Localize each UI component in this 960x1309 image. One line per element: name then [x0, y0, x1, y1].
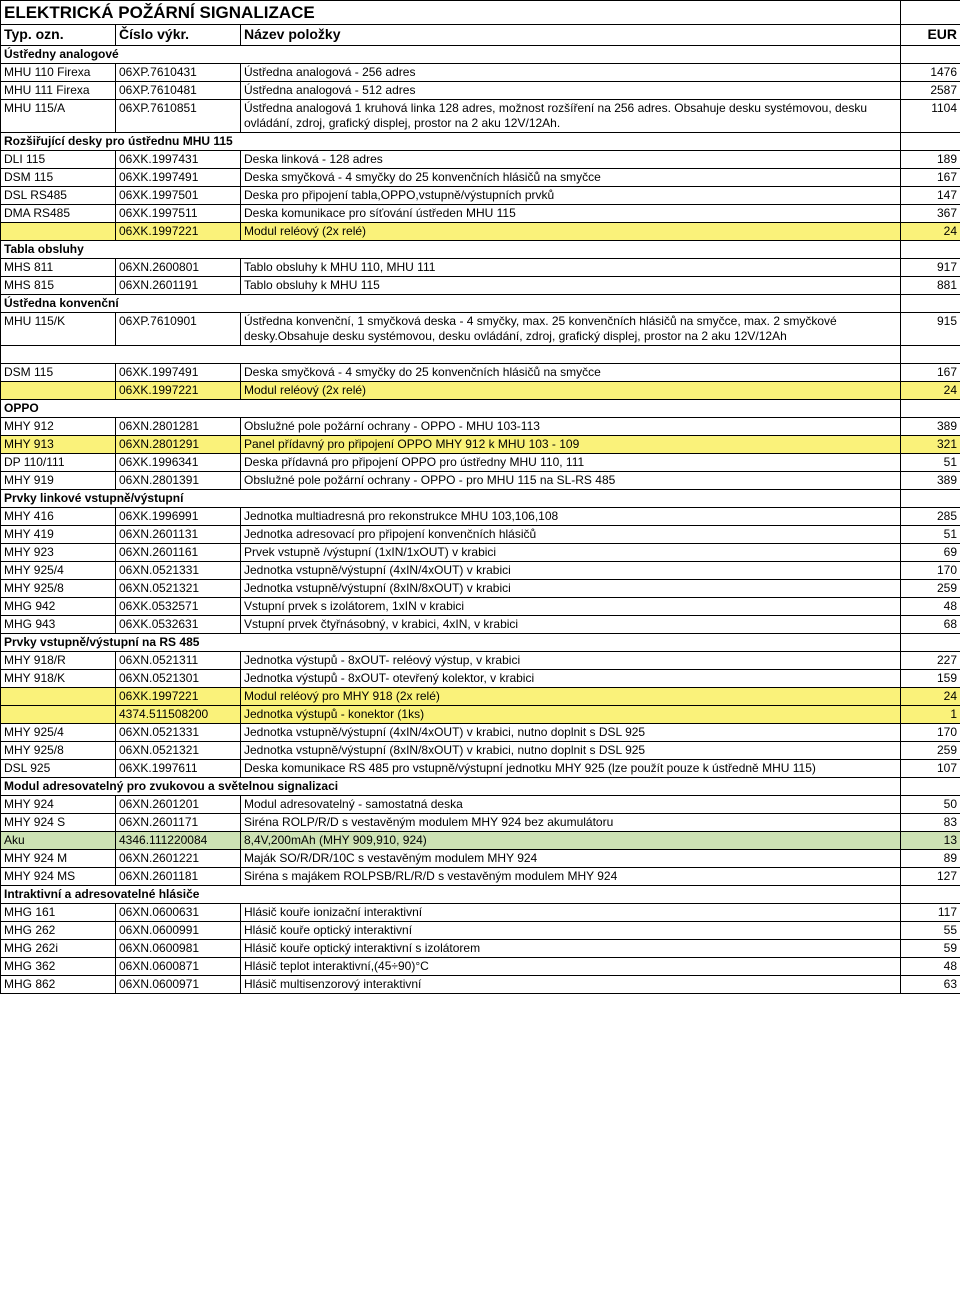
table-row: MHY 918/R06XN.0521311Jednotka výstupů - …: [1, 651, 960, 669]
table-row: 06XK.1997221Modul reléový (2x relé)24: [1, 222, 960, 240]
table-row: DMA RS48506XK.1997511Deska komunikace pr…: [1, 204, 960, 222]
price-table: ELEKTRICKÁ POŽÁRNÍ SIGNALIZACE Typ. ozn.…: [0, 0, 960, 994]
table-row: Aku4346.1112200848,4V,200mAh (MHY 909,91…: [1, 831, 960, 849]
table-row: MHG 36206XN.0600871Hlásič teplot interak…: [1, 957, 960, 975]
table-row: 06XK.1997221Modul reléový (2x relé)24: [1, 381, 960, 399]
table-row: MHS 81506XN.2601191Tablo obsluhy k MHU 1…: [1, 276, 960, 294]
table-row: MHU 115/A06XP.7610851Ústředna analogová …: [1, 99, 960, 132]
section-intra: Intraktivní a adresovatelné hlásiče: [1, 885, 901, 903]
section-prvky-link: Prvky linkové vstupně/výstupní: [1, 489, 901, 507]
table-row: MHG 16106XN.0600631Hlásič kouře ionizačn…: [1, 903, 960, 921]
section-modul-adr: Modul adresovatelný pro zvukovou a světe…: [1, 777, 901, 795]
table-row: MHY 91306XN.2801291Panel přídavný pro př…: [1, 435, 960, 453]
table-row: DSL 92506XK.1997611Deska komunikace RS 4…: [1, 759, 960, 777]
table-row: DSM 11506XK.1997491Deska smyčková - 4 sm…: [1, 363, 960, 381]
table-row: MHG 26206XN.0600991Hlásič kouře optický …: [1, 921, 960, 939]
table-row: MHY 918/K06XN.0521301Jednotka výstupů - …: [1, 669, 960, 687]
table-row: MHY 925/406XN.0521331Jednotka vstupně/vý…: [1, 561, 960, 579]
table-row: MHY 41606XK.1996991Jednotka multiadresná…: [1, 507, 960, 525]
table-row: MHY 91206XN.2801281Obslužné pole požární…: [1, 417, 960, 435]
section-rozsir: Rozšiřující desky pro ústřednu MHU 115: [1, 132, 901, 150]
table-row: 4374.511508200Jednotka výstupů - konekto…: [1, 705, 960, 723]
section-ustredny-an: Ústředny analogové: [1, 45, 901, 63]
table-row: MHU 110 Firexa06XP.7610431Ústředna analo…: [1, 63, 960, 81]
hdr-num: Číslo výkr.: [116, 25, 241, 46]
table-row: MHY 924 S06XN.2601171Siréna ROLP/R/D s v…: [1, 813, 960, 831]
table-row: MHG 94306XK.0532631Vstupní prvek čtyřnás…: [1, 615, 960, 633]
table-row: MHY 925/806XN.0521321Jednotka vstupně/vý…: [1, 741, 960, 759]
table-row: MHY 924 MS06XN.2601181Siréna s majákem R…: [1, 867, 960, 885]
section-ustr-konv: Ústředna konvenční: [1, 294, 901, 312]
hdr-type: Typ. ozn.: [1, 25, 116, 46]
table-row: MHY 925/806XN.0521321Jednotka vstupně/vý…: [1, 579, 960, 597]
header-row: Typ. ozn. Číslo výkr. Název položky EUR: [1, 25, 960, 46]
table-row: MHY 92406XN.2601201Modul adresovatelný -…: [1, 795, 960, 813]
title-row: ELEKTRICKÁ POŽÁRNÍ SIGNALIZACE: [1, 1, 960, 25]
table-row: MHG 86206XN.0600971Hlásič multisenzorový…: [1, 975, 960, 993]
table-row: MHG 94206XK.0532571Vstupní prvek s izolá…: [1, 597, 960, 615]
table-row: MHY 41906XN.2601131Jednotka adresovací p…: [1, 525, 960, 543]
table-row: DLI 11506XK.1997431Deska linková - 128 a…: [1, 150, 960, 168]
table-row: MHU 111 Firexa06XP.7610481Ústředna analo…: [1, 81, 960, 99]
table-row: MHY 92306XN.2601161Prvek vstupně /výstup…: [1, 543, 960, 561]
blank-row: [1, 345, 960, 363]
table-row: MHY 925/406XN.0521331Jednotka vstupně/vý…: [1, 723, 960, 741]
table-row: MHY 924 M06XN.2601221Maják SO/R/DR/10C s…: [1, 849, 960, 867]
hdr-eur: EUR: [901, 25, 960, 46]
table-row: MHS 81106XN.2600801Tablo obsluhy k MHU 1…: [1, 258, 960, 276]
table-row: 06XK.1997221Modul reléový pro MHY 918 (2…: [1, 687, 960, 705]
table-row: MHU 115/K06XP.7610901Ústředna konvenční,…: [1, 312, 960, 345]
table-row: DSL RS48506XK.1997501Deska pro připojení…: [1, 186, 960, 204]
section-prvky-rs485: Prvky vstupně/výstupní na RS 485: [1, 633, 901, 651]
section-oppo: OPPO: [1, 399, 901, 417]
table-row: DSM 11506XK.1997491Deska smyčková - 4 sm…: [1, 168, 960, 186]
table-row: DP 110/11106XK.1996341Deska přídavná pro…: [1, 453, 960, 471]
section-tabla: Tabla obsluhy: [1, 240, 901, 258]
hdr-name: Název položky: [241, 25, 901, 46]
table-row: MHY 91906XN.2801391Obslužné pole požární…: [1, 471, 960, 489]
doc-title: ELEKTRICKÁ POŽÁRNÍ SIGNALIZACE: [1, 1, 901, 25]
table-row: MHG 262i06XN.0600981Hlásič kouře optický…: [1, 939, 960, 957]
